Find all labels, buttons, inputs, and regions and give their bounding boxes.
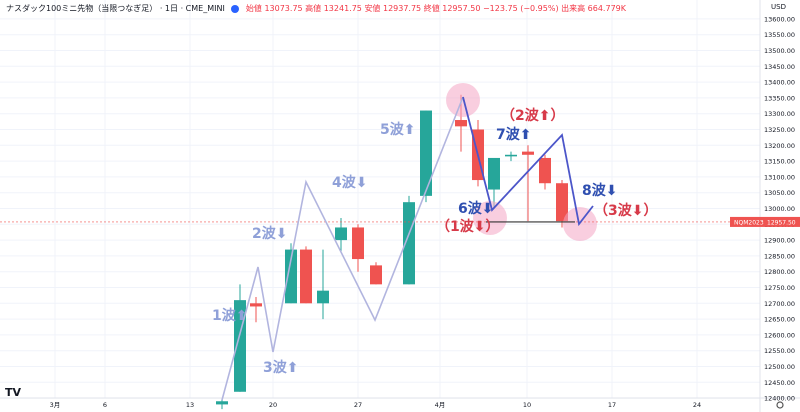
wave-label: 4波⬇ [332,174,367,191]
candle-body [403,202,415,285]
wave-label: 8波⬇ [582,182,617,199]
candle-body [420,110,432,196]
candle-body [556,183,568,222]
y-tick-label: 12800.00 [764,268,795,276]
y-tick-label: 13550.00 [764,31,795,39]
y-tick-label: 13200.00 [764,142,795,150]
y-tick-label: 13350.00 [764,94,795,102]
high-value: 高値 13241.75 [305,4,362,13]
x-tick-label: 27 [354,401,362,409]
x-tick-label: 4月 [435,401,446,409]
volume-value: 出来高 664.779K [561,4,626,13]
y-tick-label: 13250.00 [764,126,795,134]
exchange-label: CME_MINI [185,4,225,13]
y-tick-label: 12450.00 [764,379,795,387]
wave-line-impulse [221,96,464,401]
candle-body [488,157,500,190]
wave-label: 5波⬆ [380,121,415,138]
y-tick-label: 13450.00 [764,63,795,71]
y-tick-label: 13150.00 [764,158,795,166]
y-tick-label: 12750.00 [764,284,795,292]
x-tick-label: 3月 [50,401,61,409]
candle-body [522,151,534,155]
x-tick-label: 20 [269,401,277,409]
y-tick-label: 13300.00 [764,110,795,118]
y-tick-label: 12400.00 [764,395,795,403]
wave-label: 1波⬆ [212,307,247,324]
wave-label: 3波⬆ [263,359,298,376]
y-tick-label: 13050.00 [764,189,795,197]
y-tick-label: 13400.00 [764,79,795,87]
price-tag-value: 12957.50 [767,219,796,226]
interval-label[interactable]: 1日 [164,4,179,13]
candle-body [505,154,517,157]
wave-label: （3波⬇） [594,202,657,219]
candle-body [455,120,467,127]
x-tick-label: 24 [693,401,701,409]
candle-body [216,401,228,405]
y-tick-label: 12550.00 [764,347,795,355]
low-value: 安値 12937.75 [364,4,422,13]
candle-body [250,303,262,307]
highlight-circle [473,201,507,235]
x-tick-label: 6 [103,401,107,409]
price-tag: NQM2023 12957.50 [730,216,800,227]
x-tick-label: 17 [608,401,616,409]
currency-label: USD [771,3,786,11]
close-value: 終値 12957.50 [423,4,481,13]
x-tick-label: 13 [186,401,194,409]
wave-label: 6波⬇ [458,200,493,217]
candle-body [285,249,297,304]
candle-body [300,249,312,304]
y-tick-label: 12900.00 [764,237,795,245]
y-tick-label: 13500.00 [764,47,795,55]
wave-label: （1波⬇） [436,218,499,235]
market-status-icon [231,4,240,13]
y-tick-label: 13000.00 [764,205,795,213]
candle-body [539,157,551,184]
y-tick-label: 12650.00 [764,316,795,324]
symbol-name[interactable]: ナスダック100ミニ先物（当限つなぎ足） [6,4,158,13]
price-tag-symbol: NQM2023 [734,219,764,226]
change-value: −123.75 (−0.95%) [482,4,559,13]
y-tick-label: 13100.00 [764,173,795,181]
y-tick-label: 13600.00 [764,15,795,23]
wave-label: 7波⬆ [496,126,531,143]
candle-body [352,227,364,260]
tradingview-logo: TV [5,386,22,399]
chart-header: ナスダック100ミニ先物（当限つなぎ足） · 1日 · CME_MINI 始値 … [6,4,626,13]
y-tick-label: 12600.00 [764,331,795,339]
wave-label: 2波⬇ [252,225,287,242]
candle-body [335,227,347,241]
y-tick-label: 12850.00 [764,252,795,260]
x-tick-label: 10 [523,401,531,409]
wave-line-correction [462,96,594,227]
open-value: 始値 13073.75 [245,4,303,13]
wave-label: （2波⬆） [501,107,564,124]
y-tick-label: 12500.00 [764,363,795,371]
candle-body [317,290,329,304]
settings-icon[interactable] [776,401,784,409]
candle-body [370,265,382,285]
y-tick-label: 12700.00 [764,300,795,308]
